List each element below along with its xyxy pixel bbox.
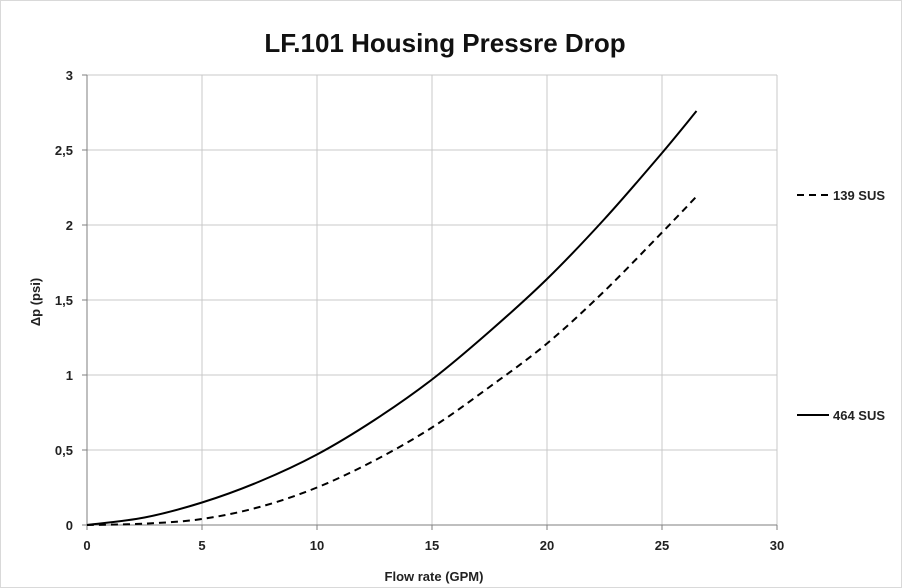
chart-title: LF.101 Housing Pressre Drop [264,28,625,58]
x-tick-label: 5 [198,538,205,553]
grid [87,74,778,525]
x-tick-label: 20 [540,538,554,553]
y-tick-label: 2,5 [55,143,73,158]
series-lines [86,110,698,526]
legend-label: 139 SUS [833,188,885,203]
axes: 0 5 10 15 20 25 30 0 0,5 1 1,5 2 2,5 3 [55,68,784,553]
y-tick-label: 1,5 [55,293,73,308]
x-axis-label: Flow rate (GPM) [385,569,484,584]
series-line-464-sus [86,110,698,526]
series-line-139-sus [86,195,698,526]
legend: 139 SUS 464 SUS [797,188,885,423]
x-tick-label: 30 [770,538,784,553]
x-tick-label: 0 [83,538,90,553]
legend-label: 464 SUS [833,408,885,423]
x-tick-label: 25 [655,538,669,553]
y-tick-label: 0,5 [55,443,73,458]
x-tick-label: 15 [425,538,439,553]
x-tick-label: 10 [310,538,324,553]
y-tick-label: 0 [66,518,73,533]
y-tick-label: 2 [66,218,73,233]
y-tick-label: 1 [66,368,73,383]
y-tick-label: 3 [66,68,73,83]
y-axis-label: Δp (psi) [28,278,43,326]
